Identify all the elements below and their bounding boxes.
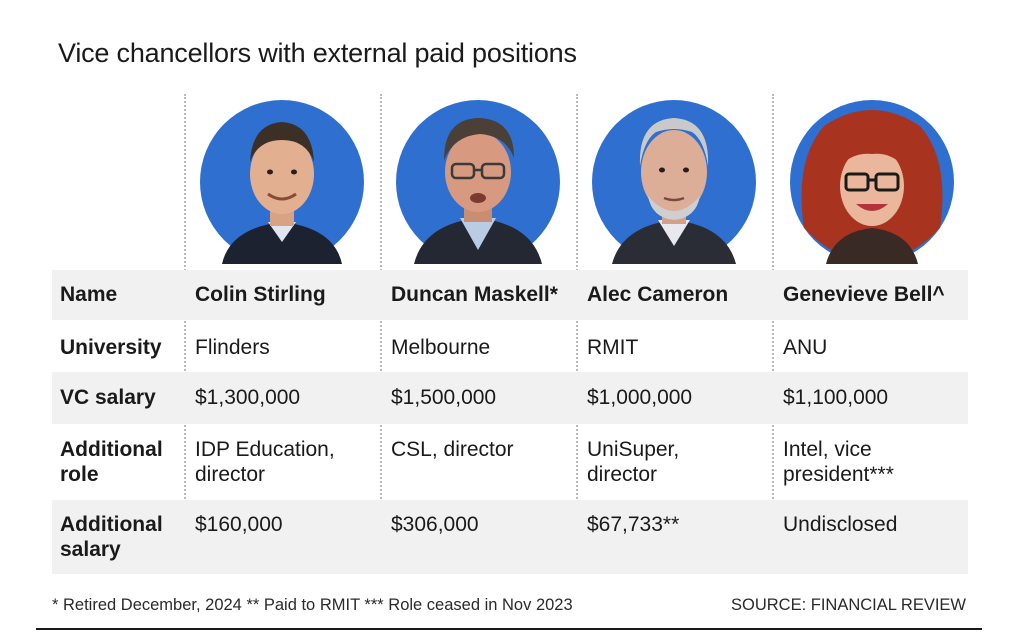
additional-role-cell: Intel, vice president*** [783,438,894,486]
table-row-additional-salary: Additional salary $160,000 $306,000 $67,… [52,500,968,574]
column-divider [380,94,382,574]
portrait-colin-stirling [200,100,364,264]
vc-salary-cell: $1,500,000 [391,386,497,409]
additional-salary-cell: $160,000 [195,513,283,536]
portrait-alec-cameron [592,100,756,264]
additional-role-cell: IDP Education, director [195,438,335,486]
additional-salary-cell: $306,000 [391,513,479,536]
column-divider [576,94,578,574]
row-label-additional-role: Additional role [60,438,163,486]
table-row-additional-role: Additional role IDP Education, director … [52,424,968,500]
table-row-university: University Flinders Melbourne RMIT ANU [52,320,968,372]
person-name: Colin Stirling [195,283,326,306]
row-label-additional-salary: Additional salary [60,513,163,561]
university-cell: Melbourne [391,336,491,359]
vc-salary-cell: $1,000,000 [587,386,693,409]
column-divider [184,94,186,574]
bottom-rule [36,628,982,630]
column-divider [772,94,774,574]
row-label-vc-salary: VC salary [60,386,156,409]
footnote: * Retired December, 2024 ** Paid to RMIT… [52,596,573,614]
university-cell: RMIT [587,336,639,359]
additional-salary-cell: Undisclosed [783,513,898,536]
row-label-university: University [60,336,162,359]
vc-salary-cell: $1,300,000 [195,386,301,409]
additional-role-cell: CSL, director [391,438,514,461]
table-row-name: Name Colin Stirling Duncan Maskell* Alec… [52,270,968,320]
table-row-vc-salary: VC salary $1,300,000 $1,500,000 $1,000,0… [52,372,968,424]
vc-salary-cell: $1,100,000 [783,386,889,409]
person-name: Genevieve Bell^ [783,283,945,306]
person-name: Alec Cameron [587,283,729,306]
portrait-genevieve-bell [790,100,954,264]
additional-role-cell: UniSuper, director [587,438,680,486]
person-name: Duncan Maskell* [391,283,558,306]
row-label-name: Name [60,283,118,306]
chart-title: Vice chancellors with external paid posi… [58,38,577,68]
university-cell: ANU [783,336,828,359]
university-cell: Flinders [195,336,270,359]
source-credit: SOURCE: FINANCIAL REVIEW [730,596,966,614]
additional-salary-cell: $67,733** [587,513,680,536]
portrait-duncan-maskell [396,100,560,264]
